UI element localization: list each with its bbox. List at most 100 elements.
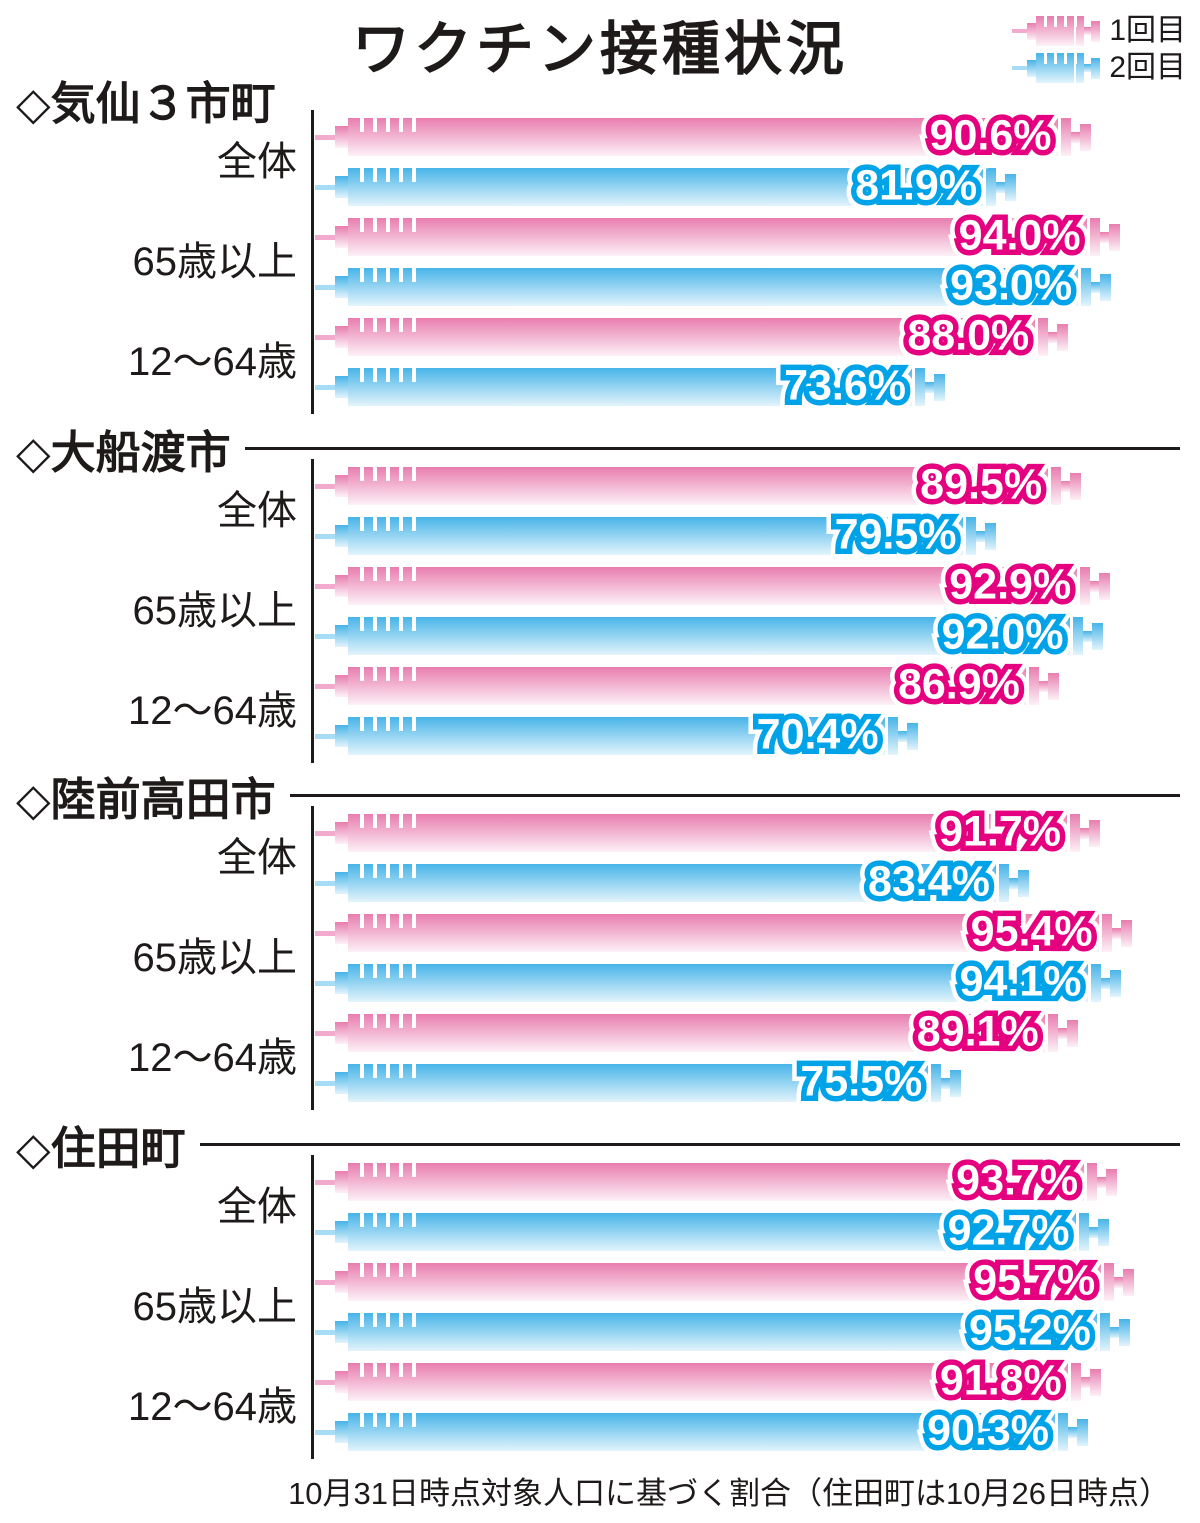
plunger-rod [1114,1276,1124,1288]
needle-icon [315,583,335,589]
scale-tick [386,567,390,581]
footnote: 10月31日時点対象人口に基づく割合（住田町は10月26日時点） [288,1476,1170,1511]
scale-tick [373,617,377,631]
syringe-barrel: 73.6% [348,364,912,408]
dose1-syringe-bar: 94.0% [315,214,1120,258]
plunger-thumb-rest [1108,223,1120,251]
scale-tick [412,1263,416,1277]
dose1-syringe-bar: 88.0% [315,314,1069,358]
scale-tick [399,368,403,382]
plunger-flange [1070,1363,1081,1401]
dose1-percent-label: 88.0% [907,314,1029,358]
scale-tick [412,1014,416,1028]
dose2-syringe-bar: 95.2% [315,1309,1130,1353]
needle-hub [335,276,348,298]
plunger-flange [1038,318,1049,356]
scale-tick [399,617,403,631]
scale-tick [412,168,416,182]
syringe-barrel: 75.5% [348,1060,929,1104]
scale-tick [373,667,377,681]
needle-hub [335,1072,348,1094]
needle-icon [315,284,335,290]
scale-tick [386,218,390,232]
scale-tick [399,814,403,828]
plunger-flange [1089,218,1100,256]
needle-icon [315,683,335,689]
scale-tick [386,1163,390,1177]
scale-tick [412,118,416,132]
syringe-barrel: 95.7% [348,1259,1102,1303]
scale-tick [360,368,364,382]
scale-tick [360,118,364,132]
age-group-label: 12～64歳 [128,689,297,733]
needle-hub [335,872,348,894]
scale-tick [386,717,390,731]
needle-hub [335,625,348,647]
dose1-percent-label: 86.9% [898,663,1020,707]
diamond-icon: ◇ [16,1123,51,1174]
scale-tick [1044,16,1048,27]
dose1-percent-label: 95.4% [971,910,1093,954]
diamond-icon: ◇ [16,78,51,129]
scale-tick [373,517,377,531]
plunger-thumb-rest [1100,273,1112,301]
plunger-rod [996,181,1006,193]
plunger-rod [1057,1027,1067,1039]
scale-tick [412,318,416,332]
dose2-syringe-bar [1012,53,1101,83]
needle-hub [335,575,348,597]
scale-tick [412,717,416,731]
plunger-flange [1070,814,1080,852]
scale-tick [399,1313,403,1327]
dose1-percent-label: 95.7% [973,1259,1095,1303]
plunger-thumb-rest [1118,1318,1130,1346]
needle-hub [335,822,348,844]
dose1-percent-label: 94.0% [959,214,1081,258]
scale-tick [360,1163,364,1177]
scale-tick [373,717,377,731]
plunger-flange [1076,16,1085,46]
needle-hub [335,176,348,198]
legend-label-dose1: 1回目 [1109,14,1186,47]
needle-icon [315,533,335,539]
scale-tick [399,717,403,731]
plunger-rod [1080,827,1089,839]
dose2-percent-label: 92.0% [942,613,1064,657]
dose2-syringe-bar: 75.5% [315,1060,962,1104]
scale-tick [360,814,364,828]
scale-tick [386,517,390,531]
needle-icon [1012,29,1028,33]
scale-tick [360,567,364,581]
dose1-syringe-bar: 95.7% [315,1259,1135,1303]
scale-tick [373,567,377,581]
needle-hub [335,1171,348,1193]
axis-line [311,806,314,1110]
scale-tick [360,1363,364,1377]
scale-tick [373,318,377,332]
scale-tick [360,864,364,878]
dose2-syringe-bar: 73.6% [315,364,945,408]
plunger-rod [1111,927,1121,939]
syringe-barrel: 79.5% [348,513,963,557]
section-title: ◇ 気仙３市町 [16,78,1180,129]
plunger-rod [1080,1376,1090,1388]
plunger-flange [1028,667,1039,705]
axis-line [311,110,314,414]
needle-hub [335,326,348,348]
plunger-rod [1084,27,1092,35]
scale-tick [360,914,364,928]
scale-tick [412,864,416,878]
scale-tick [386,368,390,382]
age-group-label: 65歳以上 [132,240,298,284]
section-name: 気仙３市町 [50,78,276,129]
section-name: 大船渡市 [50,427,231,478]
dose2-percent-label: 70.4% [757,713,879,757]
plunger-thumb-rest [1057,323,1069,351]
scale-tick [360,268,364,282]
syringe-barrel: 92.0% [348,613,1070,657]
scale-tick [360,964,364,978]
scale-tick [412,1064,416,1078]
needle-hub [335,1221,348,1243]
scale-tick [360,717,364,731]
plunger-flange [1047,1014,1058,1052]
